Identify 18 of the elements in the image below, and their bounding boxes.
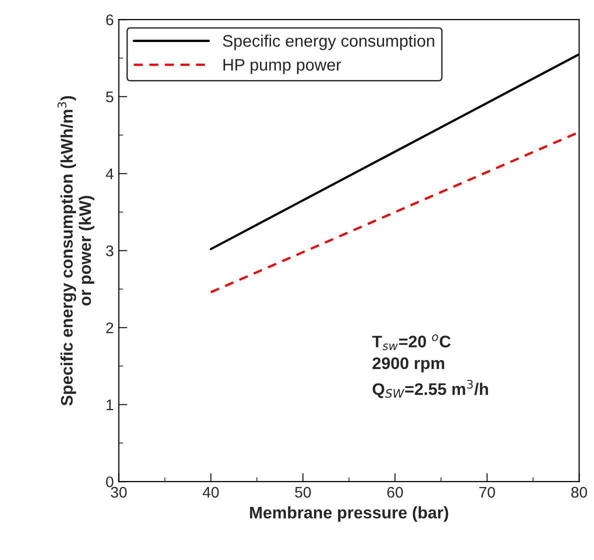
y-tick-label: 3 xyxy=(106,245,114,256)
x-tick-label: 70 xyxy=(479,486,495,498)
y-tick-label: 6 xyxy=(106,14,114,26)
y-tick-label: 2 xyxy=(106,322,114,334)
legend-label: HP pump power xyxy=(224,59,342,74)
x-tick-label: 40 xyxy=(202,486,219,498)
x-tick-label: 80 xyxy=(571,486,588,498)
y-tick-label: 1 xyxy=(106,400,114,410)
legend-label: Specific energy consumption xyxy=(222,34,434,50)
x-tick-label: 60 xyxy=(387,486,403,498)
y-tick-label: 0 xyxy=(106,476,114,488)
y-tick-label: 5 xyxy=(106,92,114,102)
y-tick-label: 4 xyxy=(106,168,114,180)
text: Specific energy consumption (kWh/m$^{3}$) or power (kW) xyxy=(58,96,94,406)
x-axis-title: Membrane pressure (bar) xyxy=(250,506,448,522)
x-tick-label: 50 xyxy=(295,486,311,498)
x-tick-label: 30 xyxy=(110,486,127,498)
text: T$_{sw}$=20 $^{o}$C 2900 rpm Q$_{SW}$=2.55 m$^{3}$/h xyxy=(372,334,488,398)
